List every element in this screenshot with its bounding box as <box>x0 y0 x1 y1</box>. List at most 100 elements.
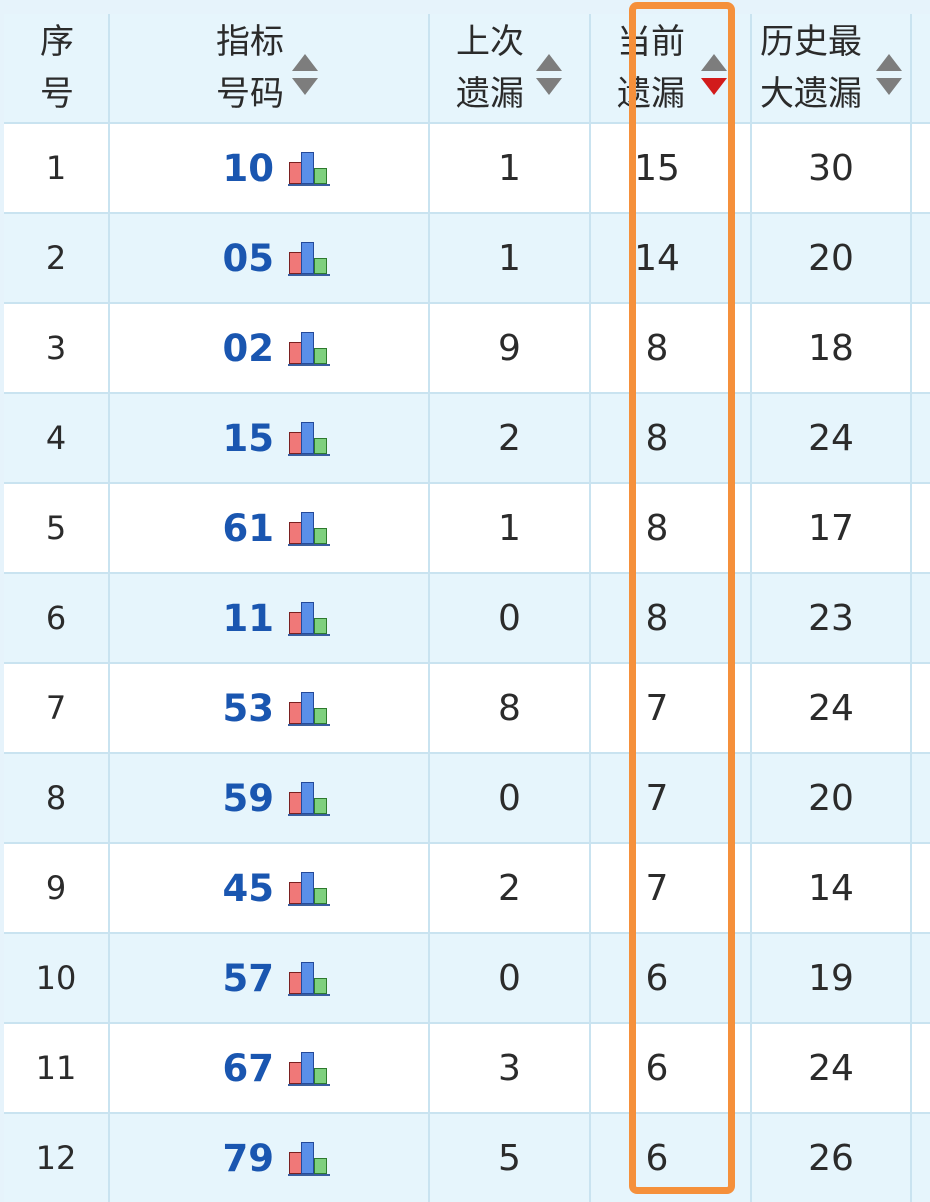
code-link[interactable]: 57 <box>222 956 275 1000</box>
cell-index: 5 <box>4 484 108 572</box>
cell-overflow <box>912 124 930 212</box>
cell-max-miss: 20 <box>752 754 910 842</box>
cell-last-miss: 1 <box>430 484 589 572</box>
header-last-miss-line2: 遗漏 <box>456 74 524 114</box>
sort-up-icon <box>701 54 727 71</box>
cell-index: 8 <box>4 754 108 842</box>
sort-down-icon <box>876 78 902 95</box>
cell-overflow <box>912 1114 930 1202</box>
sort-down-active-icon <box>701 78 727 95</box>
cell-index: 11 <box>4 1024 108 1112</box>
header-last-miss[interactable]: 上次 遗漏 <box>430 14 589 122</box>
cell-last-miss: 8 <box>430 664 589 752</box>
current-miss-value: 7 <box>645 867 669 909</box>
sort-down-icon <box>292 78 318 95</box>
code-link[interactable]: 11 <box>222 596 275 640</box>
code-link[interactable]: 10 <box>222 146 275 190</box>
code-link[interactable]: 53 <box>222 686 275 730</box>
sort-up-icon <box>536 54 562 71</box>
cell-code: 79 <box>110 1114 428 1202</box>
header-index-line1: 序 <box>40 22 74 62</box>
code-link[interactable]: 59 <box>222 776 275 820</box>
header-max-miss[interactable]: 历史最 大遗漏 <box>752 14 910 122</box>
cell-index: 2 <box>4 214 108 302</box>
code-link[interactable]: 15 <box>222 416 275 460</box>
current-miss-value: 8 <box>645 417 669 459</box>
sort-arrows-icon[interactable] <box>292 54 318 98</box>
current-miss-value: 6 <box>645 1047 669 1089</box>
sort-arrows-icon[interactable] <box>876 54 902 98</box>
cell-max-miss: 17 <box>752 484 910 572</box>
bar-chart-icon[interactable] <box>288 242 330 276</box>
cell-max-miss: 23 <box>752 574 910 662</box>
bar-chart-icon[interactable] <box>288 1052 330 1086</box>
bar-chart-icon[interactable] <box>288 422 330 456</box>
code-link[interactable]: 02 <box>222 326 275 370</box>
bar-chart-icon[interactable] <box>288 512 330 546</box>
cell-max-miss: 20 <box>752 214 910 302</box>
bar-chart-icon[interactable] <box>288 692 330 726</box>
cell-overflow <box>912 484 930 572</box>
cell-index: 3 <box>4 304 108 392</box>
cell-overflow <box>912 664 930 752</box>
bar-chart-icon[interactable] <box>288 1142 330 1176</box>
cell-code: 45 <box>110 844 428 932</box>
cell-index: 9 <box>4 844 108 932</box>
cell-current-miss: 14 <box>591 214 750 302</box>
cell-last-miss: 3 <box>430 1024 589 1112</box>
header-code[interactable]: 指标 号码 <box>110 14 428 122</box>
cell-overflow <box>912 394 930 482</box>
cell-current-miss: 8 <box>591 394 750 482</box>
cell-max-miss: 24 <box>752 1024 910 1112</box>
cell-current-miss: 7 <box>591 664 750 752</box>
bar-chart-icon[interactable] <box>288 602 330 636</box>
header-index: 序 号 <box>4 14 108 122</box>
sort-arrows-icon[interactable] <box>536 54 562 98</box>
cell-last-miss: 1 <box>430 124 589 212</box>
cell-code: 11 <box>110 574 428 662</box>
cell-index: 1 <box>4 124 108 212</box>
cell-code: 10 <box>110 124 428 212</box>
cell-max-miss: 18 <box>752 304 910 392</box>
sort-down-icon <box>536 78 562 95</box>
current-miss-value: 8 <box>645 597 669 639</box>
cell-max-miss: 24 <box>752 664 910 752</box>
sort-arrows-active-icon[interactable] <box>701 54 727 98</box>
cell-index: 7 <box>4 664 108 752</box>
omission-table: 序 号 指标 号码 上次 遗漏 当前 遗漏 <box>4 14 930 1202</box>
cell-current-miss: 6 <box>591 934 750 1022</box>
code-link[interactable]: 79 <box>222 1136 275 1180</box>
current-miss-value: 8 <box>645 507 669 549</box>
bar-chart-icon[interactable] <box>288 332 330 366</box>
cell-overflow <box>912 574 930 662</box>
cell-current-miss: 7 <box>591 754 750 842</box>
code-link[interactable]: 05 <box>222 236 275 280</box>
sort-up-icon <box>876 54 902 71</box>
code-link[interactable]: 61 <box>222 506 275 550</box>
cell-last-miss: 0 <box>430 754 589 842</box>
current-miss-value: 15 <box>634 147 680 189</box>
cell-last-miss: 1 <box>430 214 589 302</box>
cell-last-miss: 5 <box>430 1114 589 1202</box>
bar-chart-icon[interactable] <box>288 782 330 816</box>
bar-chart-icon[interactable] <box>288 152 330 186</box>
bar-chart-icon[interactable] <box>288 872 330 906</box>
cell-code: 15 <box>110 394 428 482</box>
header-max-miss-line1: 历史最 <box>760 22 862 62</box>
header-current-miss[interactable]: 当前 遗漏 <box>591 14 750 122</box>
code-link[interactable]: 45 <box>222 866 275 910</box>
code-link[interactable]: 67 <box>222 1046 275 1090</box>
cell-overflow <box>912 304 930 392</box>
cell-current-miss: 7 <box>591 844 750 932</box>
current-miss-value: 14 <box>634 237 680 279</box>
cell-max-miss: 14 <box>752 844 910 932</box>
header-code-line1: 指标 <box>216 22 284 62</box>
header-current-miss-line1: 当前 <box>617 22 685 62</box>
bar-chart-icon[interactable] <box>288 962 330 996</box>
header-index-line2: 号 <box>40 74 74 114</box>
cell-code: 61 <box>110 484 428 572</box>
cell-index: 6 <box>4 574 108 662</box>
cell-current-miss: 6 <box>591 1114 750 1202</box>
header-last-miss-line1: 上次 <box>456 22 524 62</box>
cell-max-miss: 26 <box>752 1114 910 1202</box>
